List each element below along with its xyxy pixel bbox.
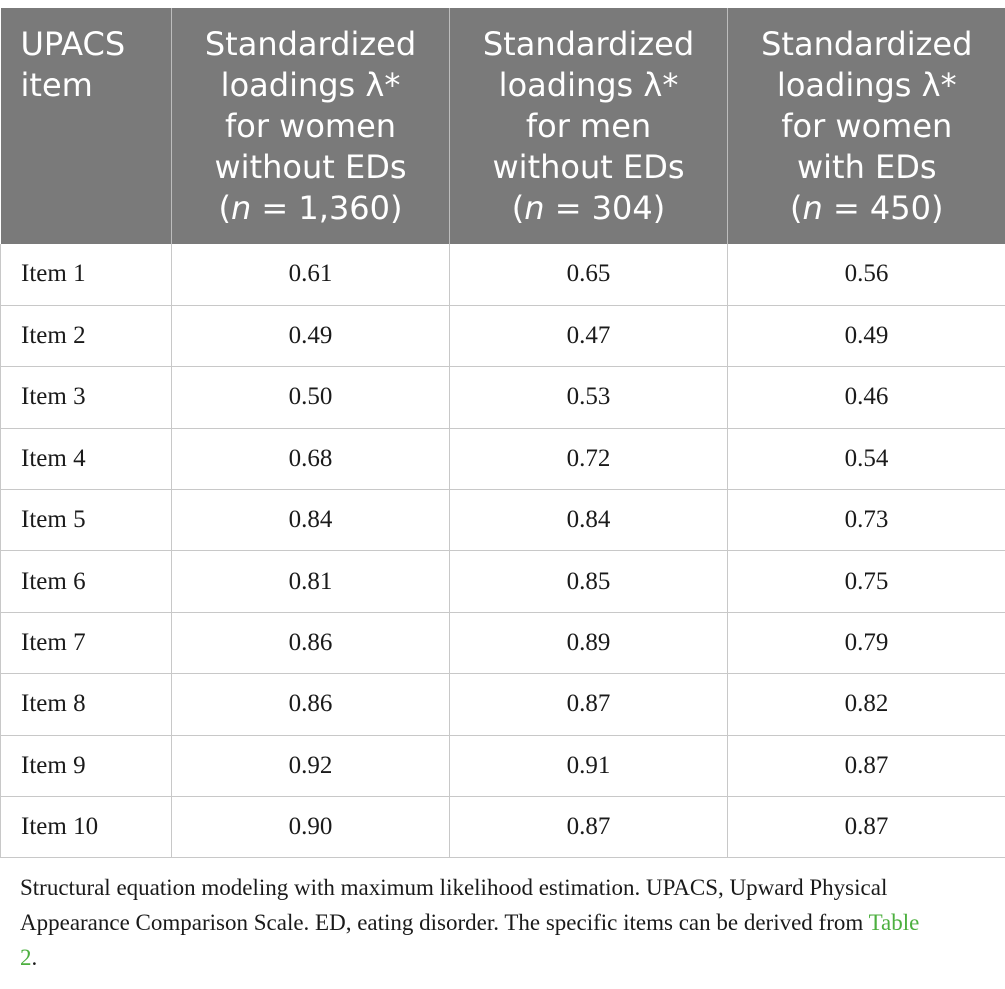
table-row: Item 3 0.50 0.53 0.46	[0, 366, 1005, 429]
loading-women-with-eds: 0.73	[727, 489, 1005, 552]
table-row: Item 2 0.49 0.47 0.49	[0, 305, 1005, 368]
header-women-with-eds: Standardized loadings λ* for women with …	[727, 8, 1005, 244]
sample-size: (n = 450)	[790, 189, 944, 227]
table-row: Item 9 0.92 0.91 0.87	[0, 735, 1005, 798]
loading-women-without-eds: 0.92	[171, 735, 450, 798]
loading-women-with-eds: 0.87	[727, 735, 1005, 798]
table-row: Item 10 0.90 0.87 0.87	[0, 796, 1005, 859]
item-label: Item 10	[0, 796, 172, 859]
loadings-table: UPACS item Standardized loadings λ* for …	[0, 8, 1005, 859]
item-label: Item 1	[0, 244, 172, 306]
loading-women-without-eds: 0.49	[171, 305, 450, 368]
loading-women-without-eds: 0.68	[171, 428, 450, 491]
footnote-text: Structural equation modeling with maximu…	[20, 875, 888, 935]
table-2-link[interactable]: Table 2	[20, 910, 920, 970]
item-label: Item 9	[0, 735, 172, 798]
loadings-table-container: UPACS item Standardized loadings λ* for …	[0, 8, 1005, 859]
loading-women-with-eds: 0.82	[727, 673, 1005, 736]
loading-men-without-eds: 0.87	[449, 673, 728, 736]
item-label: Item 5	[0, 489, 172, 552]
sample-size: (n = 304)	[511, 189, 666, 227]
loading-women-with-eds: 0.75	[727, 550, 1005, 613]
loading-women-with-eds: 0.79	[727, 612, 1005, 675]
loading-men-without-eds: 0.65	[449, 244, 728, 306]
footnote-end: .	[31, 945, 38, 970]
loading-men-without-eds: 0.53	[449, 366, 728, 429]
table-row: Item 4 0.68 0.72 0.54	[0, 428, 1005, 491]
loading-women-without-eds: 0.86	[171, 612, 450, 675]
loading-women-without-eds: 0.61	[171, 244, 450, 306]
loading-women-with-eds: 0.87	[727, 796, 1005, 859]
item-label: Item 3	[0, 366, 172, 429]
loading-women-with-eds: 0.56	[727, 244, 1005, 306]
loading-men-without-eds: 0.84	[449, 489, 728, 552]
table-row: Item 8 0.86 0.87 0.82	[0, 673, 1005, 736]
table-row: Item 5 0.84 0.84 0.73	[0, 489, 1005, 552]
loading-men-without-eds: 0.87	[449, 796, 728, 859]
loading-women-with-eds: 0.54	[727, 428, 1005, 491]
loading-men-without-eds: 0.72	[449, 428, 728, 491]
loading-men-without-eds: 0.47	[449, 305, 728, 368]
sample-size: (n = 1,360)	[218, 189, 403, 227]
table-row: Item 1 0.61 0.65 0.56	[0, 244, 1005, 306]
loading-women-with-eds: 0.46	[727, 366, 1005, 429]
header-men-without-eds: Standardized loadings λ* for men without…	[449, 8, 728, 244]
item-label: Item 2	[0, 305, 172, 368]
loading-women-without-eds: 0.84	[171, 489, 450, 552]
loading-women-without-eds: 0.50	[171, 366, 450, 429]
table-footnote: Structural equation modeling with maximu…	[20, 870, 920, 975]
item-label: Item 6	[0, 550, 172, 613]
loading-men-without-eds: 0.89	[449, 612, 728, 675]
header-upacs-item: UPACS item	[0, 8, 172, 244]
loading-women-without-eds: 0.90	[171, 796, 450, 859]
loading-women-without-eds: 0.81	[171, 550, 450, 613]
header-row: UPACS item Standardized loadings λ* for …	[0, 8, 1005, 244]
item-label: Item 8	[0, 673, 172, 736]
loading-women-with-eds: 0.49	[727, 305, 1005, 368]
loading-women-without-eds: 0.86	[171, 673, 450, 736]
loading-men-without-eds: 0.85	[449, 550, 728, 613]
header-women-without-eds: Standardized loadings λ* for women witho…	[171, 8, 450, 244]
loading-men-without-eds: 0.91	[449, 735, 728, 798]
item-label: Item 7	[0, 612, 172, 675]
table-row: Item 7 0.86 0.89 0.79	[0, 612, 1005, 675]
table-row: Item 6 0.81 0.85 0.75	[0, 550, 1005, 613]
item-label: Item 4	[0, 428, 172, 491]
